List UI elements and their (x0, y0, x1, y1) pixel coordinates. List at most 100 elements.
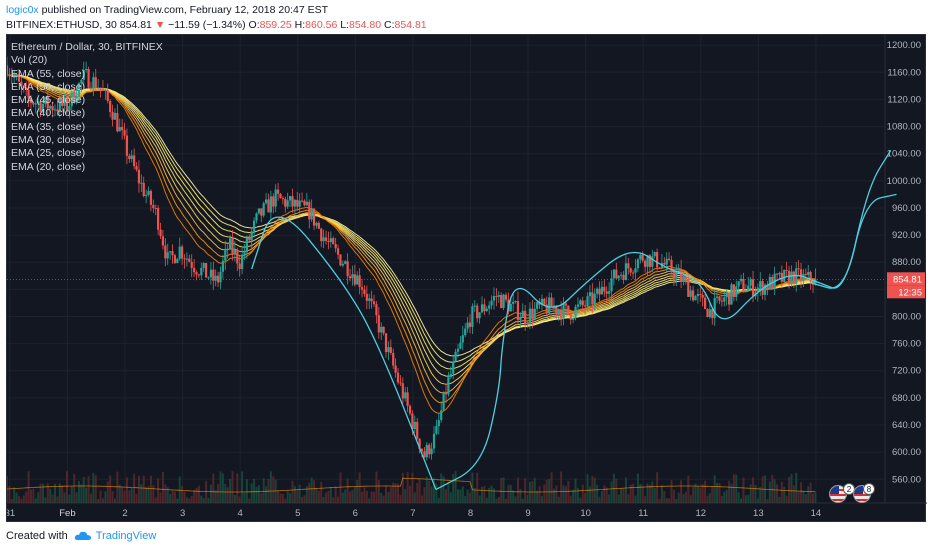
candle-body (804, 273, 807, 275)
candle-body (41, 103, 45, 112)
candle-body (332, 238, 335, 245)
trend-projection-curve[interactable] (809, 193, 897, 289)
candle-body (495, 296, 498, 298)
volume-bar (454, 471, 457, 503)
volume-bar (605, 487, 608, 503)
volume-bar (399, 494, 402, 503)
candle-body (759, 281, 762, 288)
candle-body (169, 251, 172, 253)
candle-body (473, 305, 476, 307)
volume-bar (368, 498, 371, 503)
candle-body (476, 305, 479, 319)
volume-bar (274, 479, 277, 503)
volume-bar (73, 473, 76, 503)
volume-bar (452, 474, 455, 503)
volume-bar (433, 477, 436, 503)
candle-body (675, 270, 678, 279)
volume-bar (152, 485, 155, 503)
candle-body (504, 294, 508, 300)
candle-body (679, 268, 683, 282)
candle-body (533, 308, 536, 319)
volume-bar (509, 485, 512, 503)
candle-body (670, 259, 673, 273)
volume-bar (219, 471, 222, 503)
volume-bar (97, 498, 100, 503)
candle-body (221, 260, 225, 272)
volume-bar (421, 495, 424, 503)
candle-body (646, 255, 649, 267)
candle-body (691, 290, 695, 301)
volume-bar (44, 497, 47, 503)
candle-body (269, 196, 272, 213)
volume-bar (370, 491, 373, 503)
volume-bar (173, 491, 176, 503)
candle-body (236, 249, 239, 264)
candle-body (39, 101, 42, 112)
tradingview-logo[interactable]: TradingView (74, 530, 156, 542)
author-link[interactable]: logic0x (6, 4, 39, 16)
volume-bar (771, 474, 774, 503)
candle-body (687, 279, 690, 297)
close-label: C: (384, 19, 395, 31)
candle-body (291, 196, 294, 207)
trend-projection-curve[interactable] (251, 216, 437, 490)
chart-area[interactable]: 560.00 600.00 640.00 680.00 720.00 760.00 800.… (6, 34, 927, 523)
volume-bar (468, 492, 471, 503)
volume-bar (723, 491, 726, 503)
candle-body (341, 263, 344, 266)
us-flag-icon[interactable] (829, 485, 847, 503)
close-value: 854.81 (394, 19, 427, 31)
volume-bar (77, 481, 80, 503)
candle-body (305, 201, 308, 206)
candle-body (703, 297, 707, 309)
volume-bar (166, 487, 169, 503)
published-text: published on TradingView.com, February 1… (38, 4, 329, 16)
trend-projection-curve[interactable] (435, 149, 892, 491)
volume-bar (145, 487, 148, 503)
candle-body (27, 89, 30, 99)
candle-body (682, 277, 685, 282)
time-tick-label: 8 (468, 508, 473, 519)
volume-bar (92, 472, 95, 503)
volume-bar (521, 498, 524, 503)
candle-body (324, 237, 328, 241)
volume-bar (658, 498, 661, 503)
candle-body (797, 268, 800, 270)
volume-bar (116, 471, 119, 503)
candle-body (202, 263, 205, 268)
price-chart[interactable]: 560.00 600.00 640.00 680.00 720.00 760.00 800.… (7, 35, 927, 523)
volume-bar (111, 491, 114, 503)
volume-bar (785, 495, 788, 503)
volume-bar (716, 483, 719, 503)
volume-bar (425, 476, 428, 503)
candle-body (756, 287, 759, 293)
volume-bar (440, 473, 443, 503)
volume-bar (104, 491, 107, 503)
candle-body (615, 269, 618, 279)
candle-body (264, 199, 268, 204)
price-tick-label: 920.00 (892, 230, 921, 241)
footer: Created with TradingView (0, 522, 932, 550)
candle-body (785, 269, 788, 271)
volume-bar (214, 490, 217, 503)
volume-bar (10, 498, 13, 503)
candle-body (224, 248, 227, 261)
volume-bar (49, 488, 52, 503)
candle-body (329, 238, 332, 242)
publish-line: logic0x published on TradingView.com, Fe… (6, 3, 926, 17)
price-tick-label: 960.00 (892, 203, 921, 214)
price-tick-label: 880.00 (892, 257, 921, 268)
volume-bar (528, 481, 531, 503)
volume-bar (195, 487, 198, 503)
time-tick-label: 3 (180, 508, 185, 519)
candle-body (363, 289, 366, 294)
volume-bar (257, 485, 260, 503)
candle-body (353, 274, 356, 285)
volume-bar (519, 488, 522, 503)
candle-body (29, 98, 33, 103)
volume-bar (516, 477, 519, 503)
volume-bar (617, 494, 620, 503)
candle-body (560, 309, 563, 319)
volume-bar (25, 491, 28, 503)
candle-body (279, 193, 282, 199)
